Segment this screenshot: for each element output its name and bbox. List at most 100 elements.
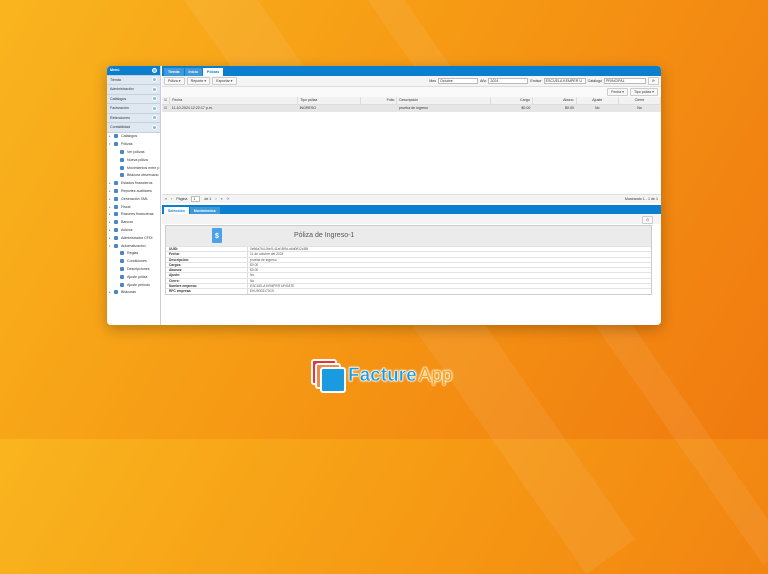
refresh-filter-button[interactable]: ⟳	[647, 77, 659, 85]
last-page-icon[interactable]: »	[220, 197, 223, 201]
expand-icon	[152, 96, 157, 102]
exportar-menu-button[interactable]: Exportar ▾	[212, 77, 237, 85]
tree-item[interactable]: Descripciones	[107, 265, 160, 273]
first-page-icon[interactable]: «	[165, 197, 167, 201]
tree-item[interactable]: ▸ Generación XML	[107, 195, 160, 203]
tree-item[interactable]: ▸ Bitácoras	[107, 288, 160, 296]
sidebar-header[interactable]: Menú	[107, 66, 160, 76]
expand-arrow-icon[interactable]: ▸	[109, 196, 111, 201]
expand-arrow-icon[interactable]: ▸	[109, 227, 111, 232]
expand-arrow-icon[interactable]: ▸	[109, 290, 111, 295]
expand-arrow-icon[interactable]: ▾	[109, 142, 111, 147]
anio-input[interactable]: 2024	[488, 78, 529, 84]
prev-page-icon[interactable]: ‹	[171, 197, 173, 201]
sidebar-section-label: Catálogos	[110, 96, 127, 101]
tree-item[interactable]: ▸ Bancos	[107, 218, 160, 226]
sidebar-section[interactable]: Tienda	[107, 75, 160, 85]
tree-item[interactable]: ▸ Reportes auxiliares	[107, 187, 160, 195]
polizas-label: Póliza	[168, 79, 178, 83]
next-page-icon[interactable]: ›	[215, 197, 217, 201]
column-header[interactable]: Cargo	[490, 97, 533, 105]
tree-item[interactable]: Movimientos entre p	[107, 164, 160, 172]
fecha-filter[interactable]: Fecha ▾	[607, 88, 628, 96]
refresh-icon[interactable]: ⟳	[226, 197, 230, 201]
main-panel: Tienda Inicio Pólizas Póliza ▾ Reporte ▾…	[162, 66, 661, 325]
expand-arrow-icon[interactable]: ▸	[109, 204, 111, 209]
table-cell: 11-10-2024 12:22:17 p.m.	[169, 104, 298, 112]
column-header[interactable]: Descripción	[396, 97, 491, 105]
field-label: Cierre:	[166, 278, 248, 284]
menu-item-icon	[120, 173, 124, 178]
expand-arrow-icon[interactable]: ▸	[109, 134, 111, 139]
sidebar-section[interactable]: Retenciones	[107, 113, 160, 123]
tree-item-label: Automatización	[121, 243, 146, 248]
column-header[interactable]: Cierre	[618, 97, 661, 105]
column-header[interactable]: Tipo póliza	[297, 97, 362, 105]
column-header[interactable]: Fecha	[169, 97, 299, 105]
expand-arrow-icon[interactable]: ▸	[109, 220, 111, 225]
tab-inicio[interactable]: Inicio	[184, 68, 202, 76]
tipo-filter-label: Tipo póliza	[633, 90, 652, 94]
tree-item[interactable]: Nueva póliza	[107, 156, 160, 164]
expand-arrow-icon[interactable]: ▸	[109, 181, 111, 186]
table-cell	[360, 104, 397, 112]
menu-item-icon	[120, 274, 124, 279]
detail-field: Fecha: 11 de octubre del 2024	[166, 251, 651, 257]
tree-item[interactable]: Reglas	[107, 249, 160, 257]
tree-item[interactable]: Condiciones	[107, 257, 160, 265]
tree-item[interactable]: Bitácora observacio	[107, 171, 160, 179]
tab-polizas[interactable]: Pólizas	[202, 68, 224, 76]
tree-item[interactable]: Ajuste periodo	[107, 281, 160, 289]
tab-movimientos[interactable]: Movimientos	[189, 207, 220, 214]
sidebar-section[interactable]: Catálogos	[107, 94, 160, 104]
sidebar-section[interactable]: Facturación	[107, 104, 160, 114]
catalogo-select[interactable]: PRINCIPAL	[603, 78, 646, 84]
tree-item[interactable]: ▾ Pólizas	[107, 140, 160, 148]
expand-arrow-icon[interactable]: ▸	[109, 212, 111, 217]
emisor-label: Emisor	[530, 79, 542, 83]
tree-item[interactable]: ▸ Administrador CFDI	[107, 234, 160, 242]
emisor-select[interactable]: ESCUELA KEMPER U	[543, 78, 586, 84]
tab-seleccion[interactable]: Selección	[164, 207, 189, 214]
select-all-checkbox[interactable]: ☑	[162, 97, 171, 105]
tree-item[interactable]: ▸ Fiscal	[107, 203, 160, 211]
collapse-icon[interactable]	[152, 67, 157, 73]
tree-item[interactable]: ▸ Estados financieros	[107, 179, 160, 187]
tipo-filter[interactable]: Tipo póliza ▾	[629, 88, 658, 96]
row-checkbox[interactable]: ☑	[162, 104, 170, 112]
table-row[interactable]: ☑ 11-10-2024 12:22:17 p.m. INGRESO prueba d…	[162, 104, 661, 112]
sidebar-section[interactable]: Contabilidad	[107, 123, 160, 133]
field-value: 0e66a764-0bc9-41af-8f5d-a6d0ff12c38f	[250, 247, 309, 251]
field-value: prueba de ingreso	[250, 257, 277, 262]
tree-item[interactable]: ▸ Razones financieras	[107, 210, 160, 218]
field-label: Ajuste:	[166, 273, 248, 278]
expand-arrow-icon[interactable]: ▸	[109, 235, 111, 240]
mes-select[interactable]: Octubre	[438, 78, 478, 84]
menu-item-icon	[120, 149, 124, 154]
tree-item[interactable]: Ajuste póliza	[107, 273, 160, 281]
print-button[interactable]: ⎙	[642, 216, 653, 224]
reporte-menu-button[interactable]: Reporte ▾	[186, 77, 211, 85]
detail-field: Cierre: No	[166, 277, 651, 284]
column-header[interactable]: Ajuste	[576, 97, 620, 105]
tree-item[interactable]: ▸ Catálogos	[107, 133, 160, 141]
tree-item[interactable]: ▾ Automatización	[107, 242, 160, 250]
field-value: $0.00	[250, 262, 259, 267]
sidebar-section[interactable]: Administración	[107, 85, 160, 95]
polizas-menu-button[interactable]: Póliza ▾	[164, 77, 185, 85]
tree-item[interactable]: Ver pólizas	[107, 148, 160, 156]
tree-item[interactable]: ▸ Activos	[107, 226, 160, 234]
tab-tienda[interactable]: Tienda	[164, 68, 184, 76]
field-label: Nombre empresa:	[166, 284, 248, 289]
page-input[interactable]: 1	[191, 196, 201, 202]
detail-tabs: Selección Movimientos	[162, 205, 661, 214]
tree-item-label: Ajuste póliza	[127, 274, 148, 279]
table-cell: No	[576, 104, 619, 112]
field-value: 11 de octubre del 2024	[250, 252, 284, 257]
expand-icon	[152, 115, 157, 121]
column-header[interactable]: Abono	[532, 97, 577, 105]
expand-arrow-icon[interactable]: ▾	[109, 243, 111, 248]
column-header[interactable]: Folio	[360, 97, 398, 105]
expand-arrow-icon[interactable]: ▸	[109, 188, 111, 193]
menu-item-icon	[114, 142, 118, 147]
